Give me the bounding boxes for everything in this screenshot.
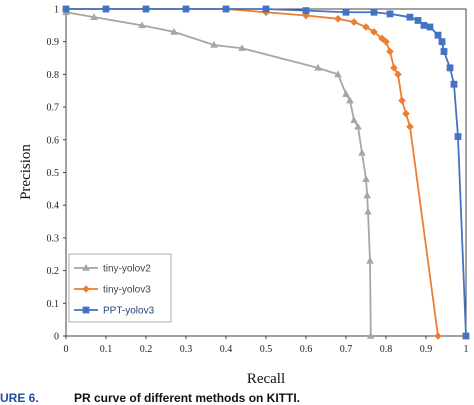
data-point-tiny-yolov3 xyxy=(386,47,394,56)
y-tick-label: 0.4 xyxy=(47,201,60,212)
data-point-tiny-yolov2 xyxy=(366,256,374,264)
data-point-tiny-yolov2 xyxy=(364,207,372,215)
legend-items: tiny-yolov2 tiny-yolov3 PPT-yolov3 xyxy=(74,264,155,317)
data-point-PPT-yolov3 xyxy=(222,5,230,13)
series-layer xyxy=(62,5,470,340)
x-tick-label: 0.5 xyxy=(260,344,273,355)
data-point-PPT-yolov3 xyxy=(426,23,434,31)
data-point-PPT-yolov3 xyxy=(454,133,462,140)
data-point-PPT-yolov3 xyxy=(370,8,378,16)
data-point-PPT-yolov3 xyxy=(182,5,190,13)
data-point-PPT-yolov3 xyxy=(420,21,428,29)
data-point-tiny-yolov3 xyxy=(390,64,398,72)
legend-label: PPT-yolov3 xyxy=(103,306,155,317)
data-point-PPT-yolov3 xyxy=(434,31,442,39)
y-tick-label: 0.1 xyxy=(47,299,60,310)
data-point-tiny-yolov2 xyxy=(210,40,218,48)
legend: tiny-yolov2 tiny-yolov3 PPT-yolov3 xyxy=(68,253,172,323)
data-point-PPT-yolov3 xyxy=(102,5,110,13)
data-point-PPT-yolov3 xyxy=(438,38,446,46)
data-point-tiny-yolov2 xyxy=(90,13,98,20)
x-tick-label: 0.3 xyxy=(180,344,193,355)
caption-figure-label: FIGURE 6. xyxy=(0,391,39,405)
data-point-tiny-yolov2 xyxy=(138,21,146,29)
data-point-tiny-yolov3 xyxy=(382,37,390,46)
x-tick-label: 0.1 xyxy=(100,344,113,355)
data-point-tiny-yolov2 xyxy=(362,175,370,182)
x-tick-label: 0.9 xyxy=(420,344,433,355)
data-point-tiny-yolov3 xyxy=(394,70,402,79)
series-PPT-yolov3 xyxy=(62,5,470,340)
data-point-PPT-yolov3 xyxy=(302,7,310,15)
legend-entry-tiny-yolov3: tiny-yolov3 xyxy=(74,285,151,296)
data-point-PPT-yolov3 xyxy=(342,8,350,16)
data-point-tiny-yolov3 xyxy=(350,18,358,26)
y-tick-label: 0.6 xyxy=(47,135,60,146)
data-point-tiny-yolov2 xyxy=(358,148,366,156)
x-tick-label: 0.4 xyxy=(220,344,233,355)
data-point-tiny-yolov2 xyxy=(354,122,362,130)
legend-swatch-marker xyxy=(82,285,90,293)
data-point-PPT-yolov3 xyxy=(406,13,414,21)
x-tick-label: 0.8 xyxy=(380,344,393,355)
y-tick-label: 0.8 xyxy=(47,70,60,81)
legend-swatch-marker xyxy=(82,264,90,271)
data-point-tiny-yolov2 xyxy=(367,332,375,339)
x-tick-label: 0.7 xyxy=(340,344,353,355)
y-tick-label: 0.3 xyxy=(47,233,60,244)
x-tick-label: 0.2 xyxy=(140,344,153,355)
y-axis-title: Precision xyxy=(18,144,34,200)
legend-entry-PPT-yolov3: PPT-yolov3 xyxy=(74,306,155,317)
x-axis-ticks: 0 0.1 0.2 0.3 0.4 0.5 0.6 0.7 0.8 0.9 1 xyxy=(64,336,469,355)
y-tick-label: 0.2 xyxy=(47,266,60,277)
data-point-tiny-yolov3 xyxy=(362,23,370,31)
legend-label: tiny-yolov2 xyxy=(103,264,151,275)
figure-caption: FIGURE 6. PR curve of different methods … xyxy=(0,391,300,405)
data-point-PPT-yolov3 xyxy=(462,332,470,340)
data-point-tiny-yolov3 xyxy=(370,28,378,36)
legend-entry-tiny-yolov2: tiny-yolov2 xyxy=(74,264,151,275)
y-tick-label: 1 xyxy=(54,5,59,16)
y-tick-label: 0 xyxy=(54,332,59,343)
y-tick-label: 0.7 xyxy=(47,103,60,114)
data-point-tiny-yolov2 xyxy=(314,63,322,71)
data-point-PPT-yolov3 xyxy=(440,48,448,55)
data-point-tiny-yolov3 xyxy=(402,109,410,118)
data-point-tiny-yolov2 xyxy=(350,116,358,123)
data-point-PPT-yolov3 xyxy=(450,80,458,88)
data-point-PPT-yolov3 xyxy=(386,10,394,18)
data-point-tiny-yolov2 xyxy=(342,90,350,97)
data-point-PPT-yolov3 xyxy=(62,5,70,13)
x-tick-label: 1 xyxy=(464,344,469,355)
data-point-tiny-yolov3 xyxy=(302,11,310,20)
caption-text: PR curve of different methods on KITTI. xyxy=(74,391,300,405)
data-point-tiny-yolov2 xyxy=(238,44,246,52)
data-point-PPT-yolov3 xyxy=(414,17,422,24)
legend-swatch-marker xyxy=(82,306,90,314)
data-point-tiny-yolov2 xyxy=(170,27,178,35)
data-point-tiny-yolov2 xyxy=(363,191,371,199)
data-point-PPT-yolov3 xyxy=(262,5,270,13)
data-point-tiny-yolov2 xyxy=(346,96,354,104)
x-tick-label: 0.6 xyxy=(300,344,313,355)
data-point-PPT-yolov3 xyxy=(142,5,150,13)
y-tick-label: 0.5 xyxy=(47,168,60,179)
data-point-tiny-yolov2 xyxy=(334,70,342,78)
y-tick-label: 0.9 xyxy=(47,37,60,48)
data-point-tiny-yolov3 xyxy=(398,96,406,105)
data-point-tiny-yolov3 xyxy=(434,332,442,340)
data-point-tiny-yolov3 xyxy=(334,15,342,23)
data-point-tiny-yolov3 xyxy=(406,122,414,131)
data-point-PPT-yolov3 xyxy=(446,64,454,72)
legend-label: tiny-yolov3 xyxy=(103,285,151,296)
data-point-tiny-yolov3 xyxy=(378,34,386,43)
y-axis-ticks: 0 0.1 0.2 0.3 0.4 0.5 0.6 0.7 0.8 0.9 1 xyxy=(47,5,66,343)
x-axis-title: Recall xyxy=(247,371,285,387)
x-tick-label: 0 xyxy=(64,344,69,355)
